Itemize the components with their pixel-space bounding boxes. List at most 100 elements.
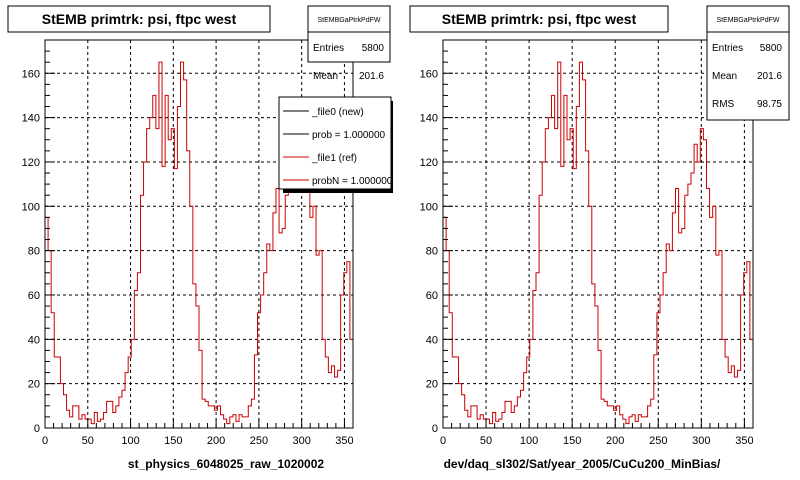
histogram-bin: [521, 390, 524, 428]
histogram-bin: [51, 313, 54, 428]
y-tick-label: 0: [432, 423, 438, 435]
histogram-bin: [356, 251, 359, 428]
right-stats-rms-label: RMS: [712, 99, 735, 110]
histogram-bin: [449, 313, 452, 428]
left-chart-title: StEMB primtrk: psi, ftpc west: [42, 11, 237, 27]
histogram-bin: [641, 417, 644, 428]
histogram-bin: [790, 224, 793, 428]
histogram-bin: [465, 410, 468, 428]
histogram-bin: [60, 384, 63, 428]
histogram-bin: [310, 217, 313, 428]
legend-label-probn: probN = 1.000000: [312, 176, 393, 187]
histogram-bin: [279, 233, 282, 428]
right-stats-header: StEMBGaPtrkPdFW: [716, 17, 779, 24]
histogram-bin: [688, 184, 691, 428]
x-tick-label: 200: [606, 435, 624, 447]
histogram-bin: [762, 273, 765, 428]
histogram-bin: [499, 419, 502, 428]
histogram-bin: [725, 357, 728, 428]
histogram-bin: [772, 235, 775, 428]
histogram-bin: [390, 224, 393, 428]
histogram-bin: [620, 415, 623, 428]
histogram-bin: [579, 62, 582, 428]
histogram-bin: [552, 95, 555, 428]
right-stats-mean-label: Mean: [712, 71, 737, 82]
right-stats-entries-value: 5800: [760, 43, 783, 54]
histogram-bin: [682, 228, 685, 428]
histogram-bin: [589, 206, 592, 428]
histogram-bin: [94, 412, 97, 428]
histogram-bin: [784, 226, 787, 428]
histogram-bin: [134, 291, 137, 428]
x-tick-label: 250: [649, 435, 667, 447]
histogram-bin: [697, 162, 700, 428]
histogram-bin: [527, 357, 530, 428]
histogram-bin: [236, 421, 239, 428]
histogram-bin: [505, 401, 508, 428]
histogram-bin: [645, 417, 648, 428]
right-grid: [443, 40, 753, 428]
histogram-outline: [45, 61, 353, 428]
histogram-bin: [174, 169, 177, 428]
y-tick-label: 120: [22, 157, 40, 169]
histogram-bin: [273, 213, 276, 428]
histogram-bin: [70, 417, 73, 428]
histogram-outline: [443, 61, 753, 428]
right-title-box: [409, 5, 669, 33]
histogram-bin: [211, 406, 214, 428]
histogram-bin: [202, 399, 205, 428]
histogram-bin: [261, 295, 264, 428]
histogram-bin: [452, 357, 455, 428]
histogram-bin: [564, 95, 567, 428]
y-tick-label: 20: [426, 379, 438, 391]
histogram-bin: [623, 419, 626, 428]
x-tick-label: 50: [480, 435, 492, 447]
histogram-bin: [651, 399, 654, 428]
histogram-bin: [140, 195, 143, 428]
histogram-bin: [493, 412, 496, 428]
right-chart-title: StEMB primtrk: psi, ftpc west: [442, 11, 637, 27]
histogram-bin: [368, 211, 371, 428]
x-tick-label: 50: [82, 435, 94, 447]
histogram-bin: [147, 129, 150, 428]
histogram-bin: [184, 80, 187, 428]
histogram-bin: [221, 415, 224, 428]
histogram-bin: [187, 151, 190, 428]
histogram-bin: [291, 173, 294, 428]
x-tick-label: 150: [164, 435, 182, 447]
x-tick-label: 0: [440, 435, 446, 447]
histogram-bin: [387, 213, 390, 428]
histogram-bin: [759, 291, 762, 428]
histogram-bin: [459, 384, 462, 428]
histogram-bin: [67, 410, 70, 428]
histogram-bin: [536, 273, 539, 428]
histogram-bin: [144, 162, 147, 428]
histogram-bin: [331, 366, 334, 428]
left-stats-entries-value: 5800: [362, 43, 385, 54]
y-tick-label: 40: [28, 334, 40, 346]
histogram-bin: [573, 169, 576, 428]
histogram-bin: [319, 251, 322, 428]
y-tick-label: 80: [28, 246, 40, 258]
histogram-bin: [307, 189, 310, 428]
histogram-bin: [63, 395, 66, 428]
right-panel: 0 50 100 150 200 250 300 350 0 20 40 60 80 100 120 140 1…: [409, 5, 799, 471]
right-stats-box: [706, 5, 790, 121]
y-tick-label: 0: [34, 423, 40, 435]
histogram-bin: [298, 162, 301, 428]
histogram-bin: [672, 213, 675, 428]
histogram-bin: [91, 424, 94, 428]
histogram-bin: [110, 401, 113, 428]
histogram-bin: [592, 284, 595, 428]
histogram-bin: [288, 184, 291, 428]
y-tick-label: 60: [28, 290, 40, 302]
histogram-bin: [82, 415, 85, 428]
histogram-bin: [796, 237, 799, 428]
histogram-bin: [744, 273, 747, 428]
histogram-bin: [716, 255, 719, 428]
histogram-bin: [100, 419, 103, 428]
histogram-bin: [691, 173, 694, 428]
histogram-bin: [125, 373, 128, 428]
histogram-bin: [685, 195, 688, 428]
